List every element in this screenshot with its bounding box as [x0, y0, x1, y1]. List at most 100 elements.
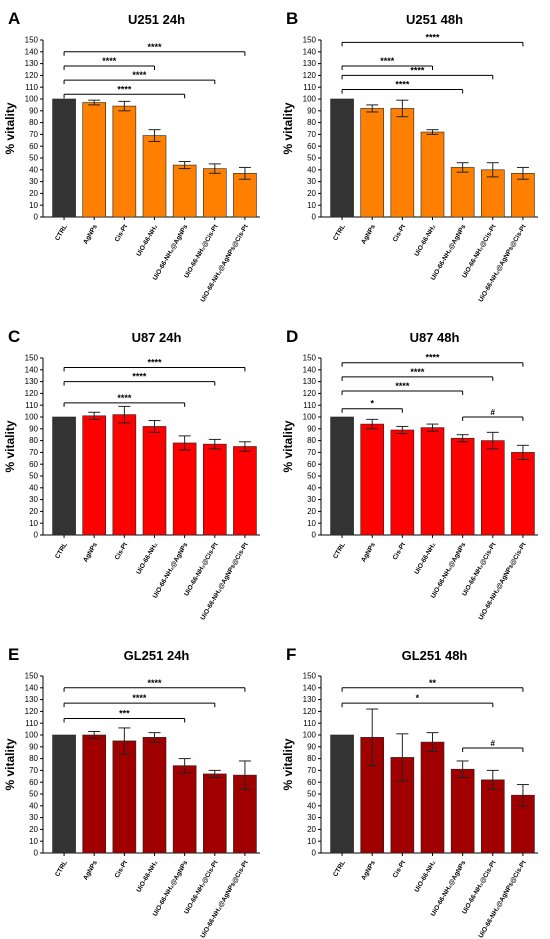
y-tick-label: 140: [303, 47, 317, 56]
significance-bracket: ****: [63, 84, 186, 99]
y-tick-label: 140: [25, 47, 39, 56]
y-tick-label: 140: [25, 365, 39, 374]
significance-bracket: ****: [63, 56, 155, 70]
y-tick-label: 150: [25, 672, 39, 681]
bar: [480, 779, 505, 854]
x-tick-label: UiO-66-NH₂@Cis-Pt: [461, 223, 498, 280]
y-tick-label: 90: [29, 742, 38, 751]
chart-title: U251 48h: [406, 12, 463, 27]
chart-title: GL251 24h: [124, 648, 190, 663]
bar: [112, 105, 137, 218]
y-tick-label: 40: [307, 165, 316, 174]
significance-bracket: **: [341, 678, 524, 692]
y-tick-label: 130: [25, 695, 39, 704]
significance-label: ****: [410, 65, 425, 75]
y-tick-label: 70: [307, 130, 316, 139]
y-tick-label: 150: [303, 354, 317, 363]
bar: [511, 452, 535, 536]
y-tick-label: 150: [303, 672, 317, 681]
y-tick-label: 120: [25, 71, 39, 80]
y-tick-label: 60: [307, 778, 316, 787]
significance-bracket: ****: [63, 372, 216, 386]
x-tick-label: UiO-66-NH₂: [413, 859, 437, 893]
bar: [142, 135, 167, 218]
x-tick-label: UiO-66-NH₂: [135, 223, 159, 257]
y-tick-label: 100: [303, 95, 317, 104]
x-tick-label: Cis-Pt: [114, 541, 130, 561]
significance-label: *: [370, 399, 374, 409]
y-tick-label: 60: [29, 460, 38, 469]
significance-label: ****: [132, 372, 147, 382]
y-tick-label: 100: [25, 413, 39, 422]
chart-title: U87 24h: [132, 330, 182, 345]
significance-label: #: [491, 739, 496, 748]
x-tick-label: UiO-66-NH₂@Cis-Pt: [183, 859, 220, 916]
y-tick-label: 20: [29, 825, 38, 834]
y-tick-label: 110: [25, 719, 38, 728]
bar: [52, 734, 76, 854]
bar: [112, 414, 137, 536]
y-tick-label: 50: [29, 790, 38, 799]
chart-panel-f: F GL251 48h % vitality 0 10 20 30 40 50 60 70 80 90 1…: [281, 645, 538, 939]
significance-label: #: [491, 408, 496, 417]
panel-letter: C: [8, 327, 20, 346]
y-tick-label: 120: [303, 389, 317, 398]
y-tick-label: 50: [29, 154, 38, 163]
x-tick-label: UiO-66-NH₂: [413, 541, 437, 575]
y-tick-label: 0: [312, 213, 317, 222]
y-tick-label: 40: [307, 801, 316, 810]
y-tick-label: 60: [29, 778, 38, 787]
y-tick-label: 40: [29, 801, 38, 810]
significance-label: ****: [147, 42, 162, 52]
y-tick-label: 150: [25, 36, 39, 45]
y-tick-label: 70: [307, 766, 316, 775]
y-tick-label: 70: [29, 130, 38, 139]
y-tick-label: 70: [307, 448, 316, 457]
y-tick-label: 90: [29, 424, 38, 433]
x-tick-label: AgNPs: [360, 859, 377, 881]
y-tick-label: 0: [34, 849, 39, 858]
significance-bracket: *: [341, 693, 494, 708]
significance-bracket: ****: [341, 56, 433, 70]
chart-panel-e: E GL251 24h % vitality 0 10 20 30 40 50 60 70 80 90 1…: [3, 645, 260, 939]
panel-letter: E: [8, 645, 19, 664]
y-tick-label: 20: [307, 507, 316, 516]
chart-panel-b: B U251 48h % vitality 0 10 20 30 40 50 60 70 80 90 10…: [281, 9, 538, 303]
bar: [390, 429, 415, 536]
y-tick-label: 110: [303, 719, 316, 728]
y-tick-label: 20: [307, 825, 316, 834]
significance-bracket: ****: [341, 353, 524, 367]
y-tick-label: 130: [25, 59, 39, 68]
y-tick-label: 130: [25, 377, 39, 386]
x-tick-label: Cis-Pt: [392, 859, 408, 879]
y-tick-label: 50: [307, 790, 316, 799]
significance-bracket: ***: [63, 708, 186, 723]
significance-label: ****: [425, 32, 440, 42]
significance-label: ****: [425, 353, 440, 363]
bar: [202, 443, 227, 536]
significance-bracket: ****: [341, 381, 464, 396]
panel-letter: F: [286, 645, 296, 664]
bar: [420, 131, 445, 218]
significance-bracket: ****: [341, 80, 464, 94]
bar: [420, 741, 445, 854]
bar: [330, 734, 354, 854]
bar: [420, 427, 445, 536]
x-tick-label: UiO-66-NH₂@Cis-Pt: [183, 223, 220, 280]
significance-label: ****: [147, 357, 162, 367]
chart-title: U251 24h: [128, 12, 185, 27]
bar: [112, 740, 137, 854]
x-tick-label: AgNPs: [82, 859, 99, 881]
chart-title: U87 48h: [410, 330, 460, 345]
bar: [202, 773, 227, 854]
y-tick-label: 80: [29, 118, 38, 127]
x-tick-label: AgNPs: [82, 223, 99, 245]
y-tick-label: 140: [303, 365, 317, 374]
significance-label: **: [429, 678, 437, 688]
y-tick-label: 10: [29, 837, 38, 846]
y-tick-label: 40: [29, 165, 38, 174]
x-tick-label: Cis-Pt: [392, 223, 408, 243]
panel-letter: A: [8, 9, 20, 28]
significance-bracket: ****: [63, 678, 246, 692]
